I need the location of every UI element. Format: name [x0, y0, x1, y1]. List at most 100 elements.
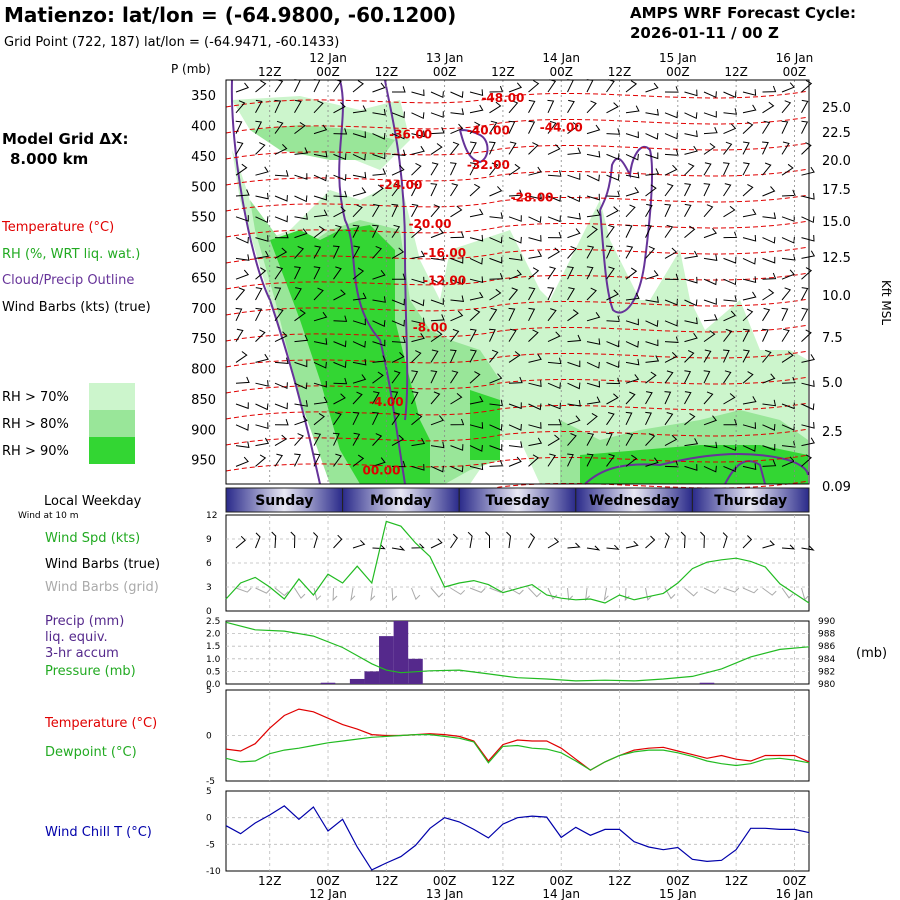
- wind-barb: [332, 245, 340, 259]
- wind-barb: [235, 189, 250, 197]
- wind-barb: [313, 453, 321, 467]
- wind-barb: [567, 287, 575, 301]
- wind-barb-grid: [332, 587, 338, 602]
- wind-barb: [723, 418, 738, 426]
- wind-barb: [781, 141, 790, 155]
- wind-barb: [801, 234, 815, 242]
- wind-speed-line: [225, 520, 810, 604]
- legend-temperature: Temperature (°C): [1, 220, 114, 235]
- wind-barb: [333, 206, 346, 218]
- wind-barb: [528, 80, 540, 93]
- y-tick-label: 5: [206, 686, 212, 696]
- wind-barb: [469, 463, 484, 471]
- wind-barb: [742, 257, 756, 265]
- wind-barb: [742, 349, 750, 363]
- wind-barb: [313, 287, 324, 301]
- pressure-tick-label: 600: [191, 241, 216, 256]
- wind-barb: [313, 174, 327, 182]
- wind-barb: [508, 141, 517, 155]
- wind-barb: [586, 453, 594, 467]
- temperature-contour-label: -20.00: [409, 217, 452, 231]
- wind-barb: [352, 204, 363, 218]
- wind-barb: [684, 299, 698, 307]
- wind-barb: [684, 130, 698, 138]
- wind-barb: [508, 287, 519, 301]
- wind-barb: [255, 166, 269, 176]
- wind-barb: [762, 101, 775, 114]
- wind-barb: [372, 224, 379, 238]
- temperature-label: Temperature (°C): [44, 716, 157, 731]
- temperature-panel: -5 0 5: [206, 686, 810, 787]
- weekday-cell: [458, 487, 577, 513]
- wind-barb: [411, 350, 422, 363]
- wind-barb: [391, 183, 401, 197]
- legend-rh90-swatch: [89, 437, 135, 464]
- wind-barb: [430, 298, 444, 306]
- wind-barb: [274, 287, 282, 301]
- wind-barb: [391, 111, 405, 119]
- wind-barb: [294, 99, 302, 114]
- wind-barb: [469, 371, 481, 384]
- wind-barb: [255, 287, 263, 301]
- wind-barb: [313, 209, 328, 218]
- wind-barb: [567, 195, 581, 203]
- precip-bar: [320, 682, 336, 684]
- wind-barb: [742, 276, 757, 283]
- wind-barb: [391, 247, 405, 259]
- wind-barb: [606, 340, 620, 348]
- wind-barb: [586, 266, 594, 280]
- y-tick-label: 3: [206, 583, 212, 593]
- kft-tick-label: 25.0: [822, 101, 851, 116]
- wind-barb: [235, 215, 249, 222]
- wind-barb: [567, 433, 577, 446]
- wind-barb: [352, 131, 366, 139]
- wind-barb: [625, 171, 640, 179]
- wind-barb: [411, 370, 419, 384]
- wind-barb: [235, 441, 250, 448]
- wind-barb: [294, 309, 306, 322]
- panel-frame: [225, 620, 810, 685]
- wind-barb: [723, 183, 732, 197]
- wind-barb: [235, 456, 249, 467]
- top-tick-label: 00Z: [433, 65, 457, 79]
- wind-barb: [528, 99, 536, 114]
- wind-barb: [274, 247, 288, 259]
- wind-barb: [508, 351, 521, 363]
- wind-barb: [586, 361, 600, 369]
- temperature-contour-label: -8.00: [413, 320, 448, 334]
- wind-barb: [430, 465, 444, 473]
- rh80-region-3: [250, 125, 395, 160]
- wind-barb: [567, 228, 581, 239]
- wind-barb: [528, 216, 542, 224]
- wind-barb: [352, 454, 365, 467]
- wind-barb: [411, 437, 426, 447]
- wind-barb: [625, 153, 639, 161]
- temperature-contour-line: [225, 246, 810, 264]
- y-tick-label: 2.5: [206, 617, 220, 627]
- wind-barb: [625, 318, 639, 326]
- wind-barb: [801, 193, 815, 200]
- wind-barb: [235, 163, 248, 176]
- wind-barb: [645, 433, 656, 446]
- wind-barb: [255, 142, 266, 155]
- wind-barb: [528, 192, 542, 200]
- wind-barb: [567, 99, 575, 114]
- y-tick-label: 6: [206, 559, 212, 569]
- wind-barb: [742, 445, 756, 452]
- wind-barb-true: [528, 533, 536, 549]
- wind-barb: [528, 267, 540, 280]
- wind-barb: [391, 319, 405, 327]
- wind-barb: [489, 212, 504, 219]
- kft-tick-label: 5.0: [822, 376, 843, 391]
- wind-barb-grid: [684, 587, 698, 597]
- wind-barb: [781, 328, 790, 342]
- wind-barb: [430, 349, 439, 363]
- wind-barb-grid: [391, 587, 398, 602]
- wind-barb: [469, 208, 484, 218]
- wind-barb: [489, 236, 503, 244]
- wind-barb: [547, 434, 560, 447]
- wind-barb: [333, 128, 348, 135]
- wind-barb: [430, 227, 444, 239]
- wind-barb: [547, 231, 562, 239]
